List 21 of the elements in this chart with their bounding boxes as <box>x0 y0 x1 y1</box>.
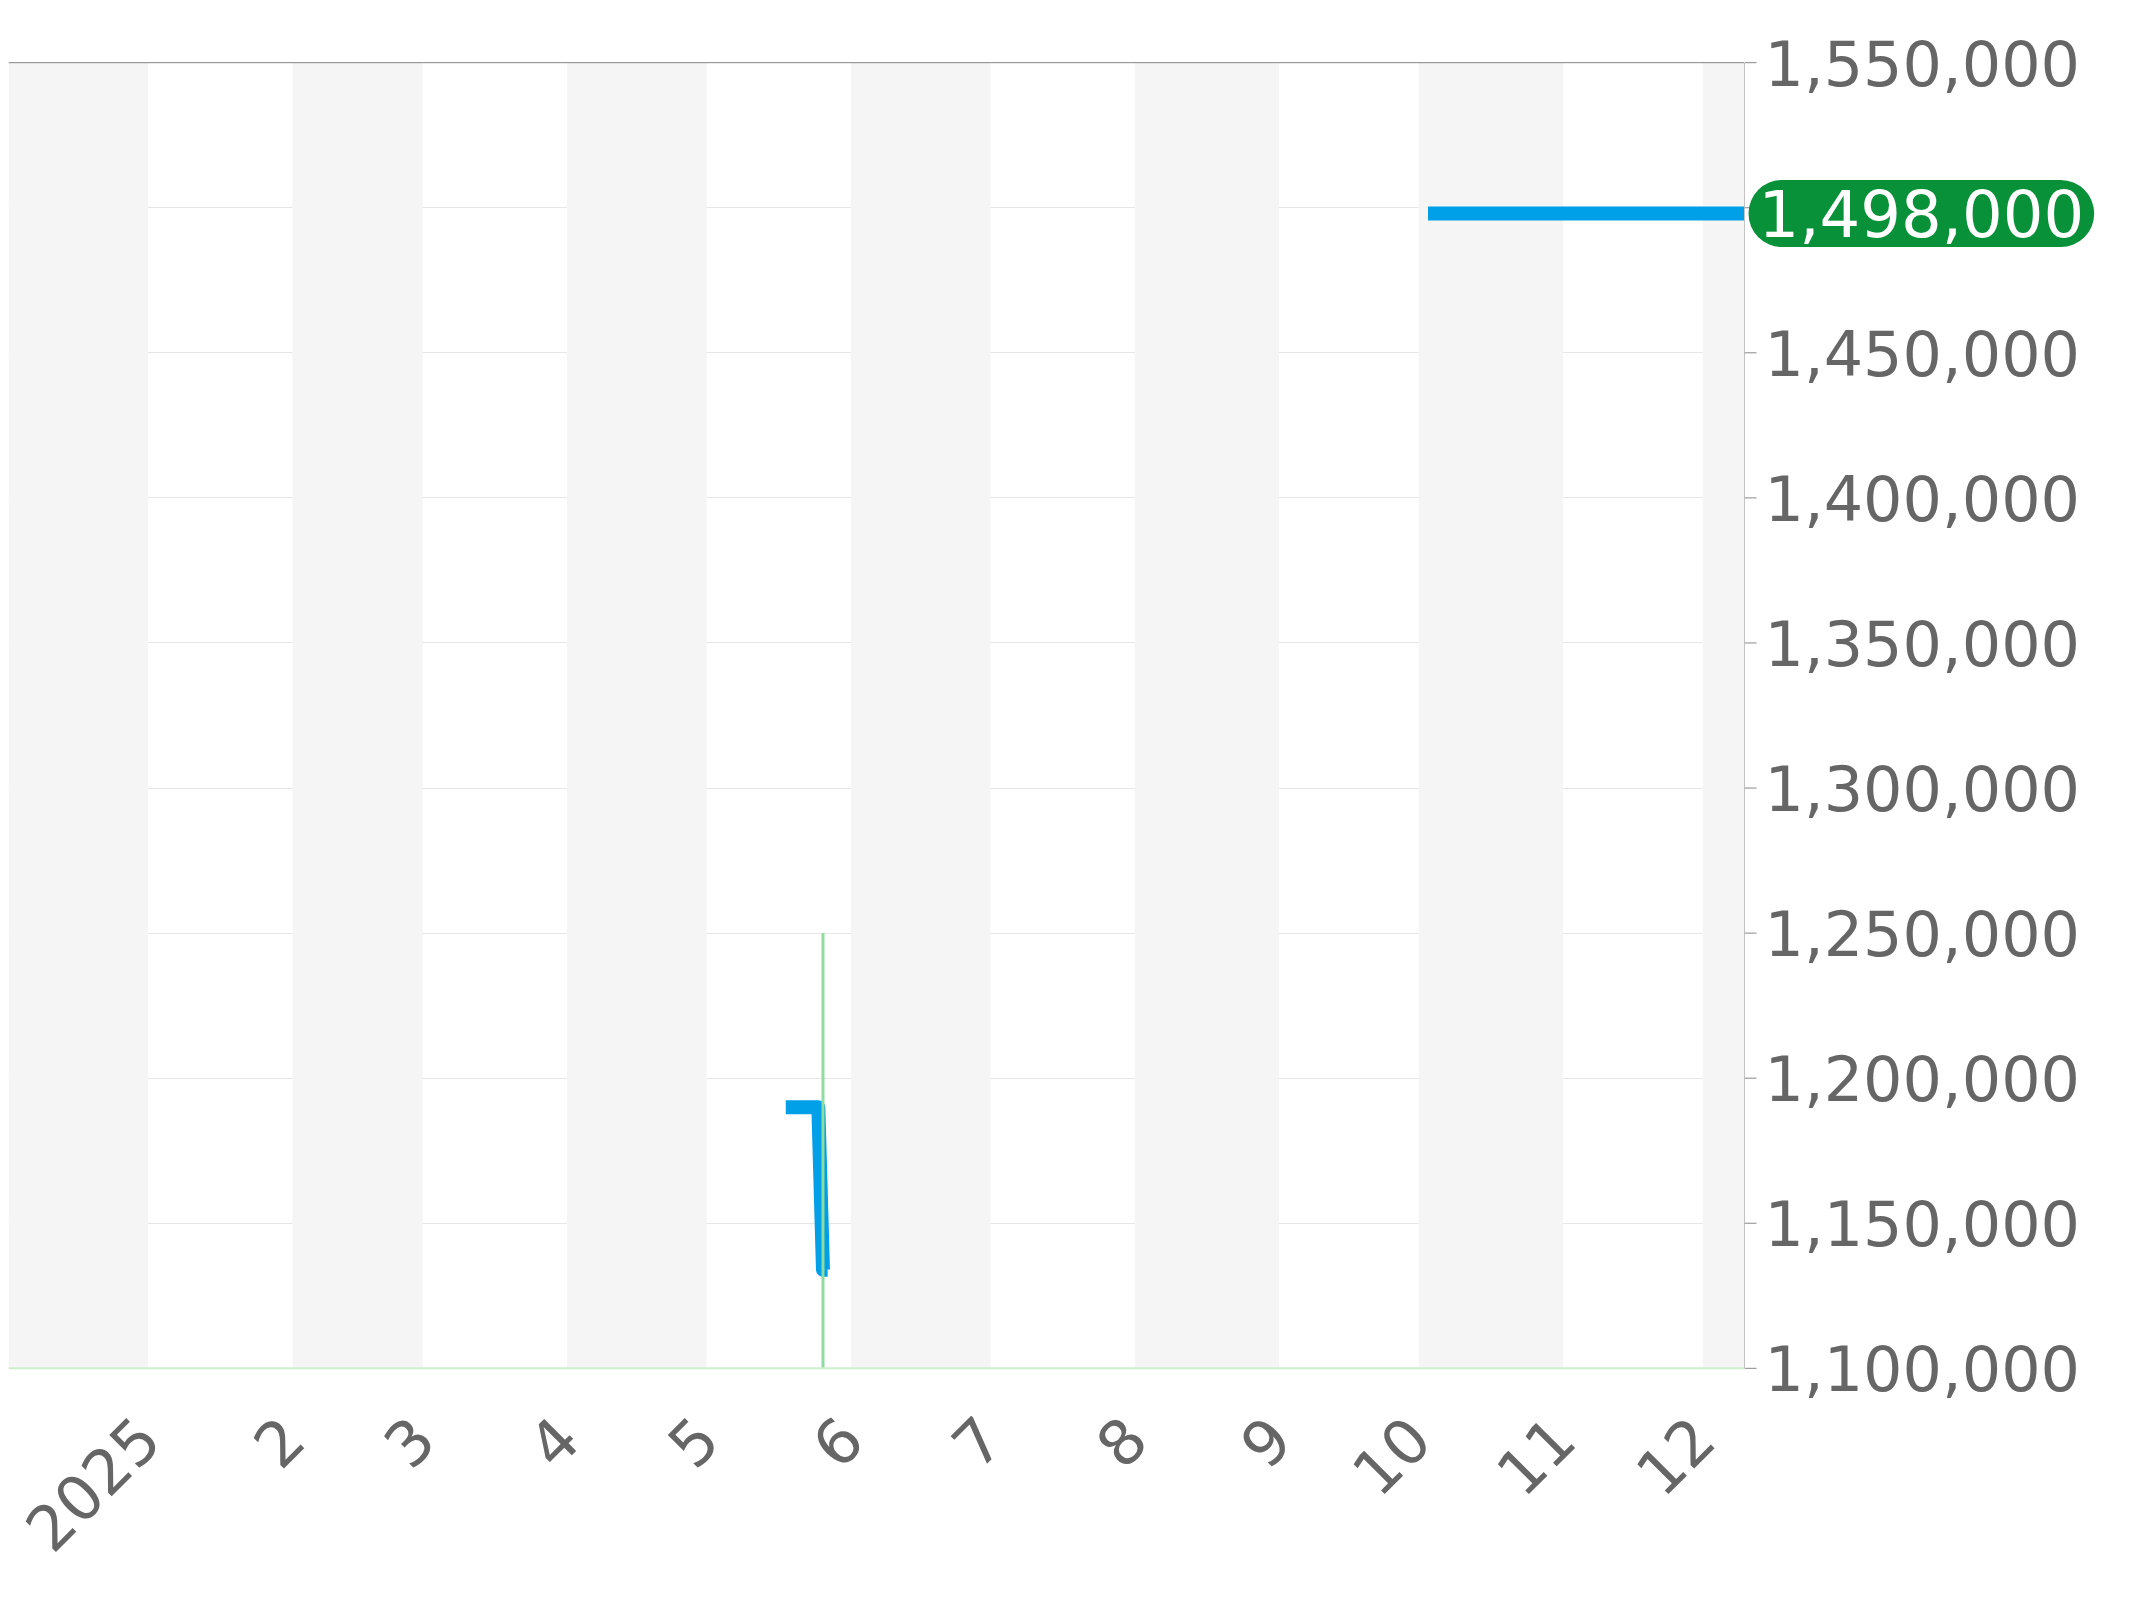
x-tick-label: 9 <box>1226 1402 1306 1483</box>
y-tick-label: 1,400,000 <box>1764 462 2081 536</box>
y-tick-label: 1,250,000 <box>1764 898 2081 972</box>
y-tick-label: 1,200,000 <box>1764 1043 2081 1117</box>
y-tick-label: 1,350,000 <box>1764 607 2081 681</box>
x-tick-label: 8 <box>1082 1402 1162 1483</box>
x-tick-label: 2 <box>239 1402 320 1483</box>
x-tick-label: 7 <box>937 1402 1018 1483</box>
y-tick-label: 1,550,000 <box>1764 27 2081 101</box>
x-tick-label: 3 <box>370 1402 450 1483</box>
y-tick-label: 1,300,000 <box>1764 753 2081 827</box>
x-tick-label: 11 <box>1482 1402 1590 1511</box>
x-tick-label: 12 <box>1622 1402 1730 1511</box>
text: 1,498,000 <box>1758 178 2085 253</box>
x-tick-label: 4 <box>514 1402 594 1483</box>
y-tick-label: 1,450,000 <box>1764 317 2081 391</box>
y-tick-label: 1,150,000 <box>1764 1188 2081 1262</box>
x-tick-label: 10 <box>1338 1402 1446 1511</box>
x-tick-label: 5 <box>653 1402 734 1483</box>
y-tick-label: 1,100,000 <box>1764 1333 2081 1407</box>
x-tick-label: 6 <box>798 1402 878 1483</box>
